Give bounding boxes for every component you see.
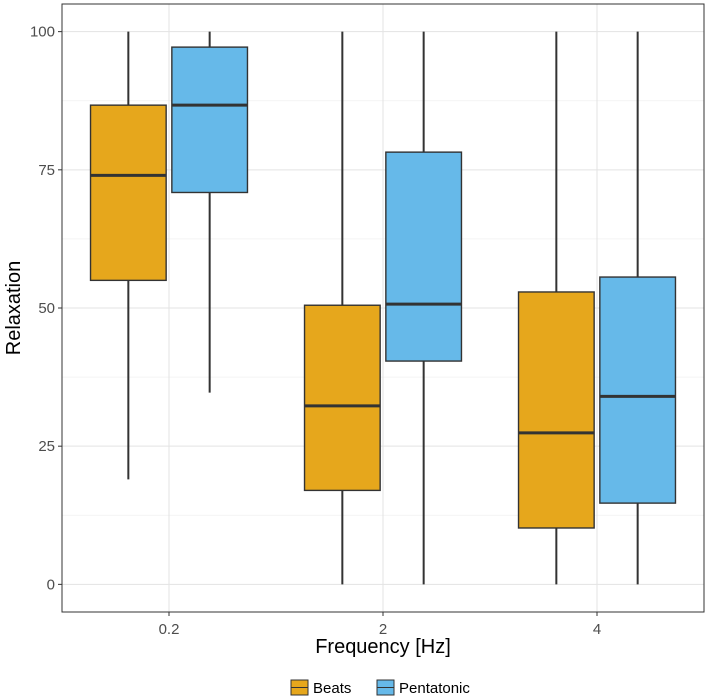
box-beats-0.2 <box>89 31 167 480</box>
x-tick-label: 2 <box>379 621 387 638</box>
x-tick-label: 4 <box>593 621 601 638</box>
x-tick-label: 0.2 <box>159 621 180 638</box>
legend-item-beats: Beats <box>290 679 351 697</box>
box-beats-4 <box>517 31 595 585</box>
y-tick-label: 75 <box>38 162 55 179</box>
y-tick-label: 50 <box>38 300 55 317</box>
box-iqr <box>517 291 595 529</box>
box-iqr <box>89 104 167 282</box>
legend-label-pentatonic: Pentatonic <box>399 680 470 697</box>
box-iqr <box>171 46 249 194</box>
box-iqr <box>303 304 381 492</box>
y-tick-label: 100 <box>30 24 55 41</box>
x-axis-title: Frequency [Hz] <box>315 636 451 658</box>
box-iqr <box>385 151 463 362</box>
y-axis-ticks: 0 25 50 75 100 <box>30 24 62 593</box>
gridlines <box>62 4 704 612</box>
box-pentatonic-4 <box>599 31 677 585</box>
box-beats-2 <box>303 31 381 585</box>
legend-label-beats: Beats <box>313 680 351 697</box>
box-iqr <box>599 276 677 504</box>
box-pentatonic-0.2 <box>171 31 249 393</box>
legend: Beats Pentatonic <box>290 679 470 697</box>
boxes <box>89 31 677 585</box>
x-axis-ticks: 0.2 2 4 <box>159 612 601 638</box>
y-axis-title: Relaxation <box>3 261 25 356</box>
y-tick-label: 0 <box>47 576 55 593</box>
legend-item-pentatonic: Pentatonic <box>376 679 470 697</box>
box-pentatonic-2 <box>385 31 463 585</box>
y-tick-label: 25 <box>38 438 55 455</box>
